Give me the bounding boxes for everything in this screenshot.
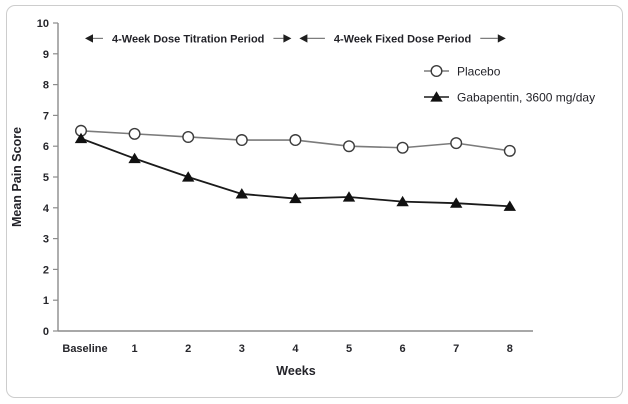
y-tick-label: 7 — [43, 110, 49, 122]
y-tick-label: 5 — [43, 172, 49, 184]
legend-gabapentin-marker-icon — [430, 91, 443, 102]
gabapentin-marker — [289, 192, 302, 204]
gabapentin-marker — [503, 200, 516, 211]
y-tick-label: 9 — [43, 49, 49, 61]
x-tick-label: Baseline — [62, 343, 107, 355]
x-tick-label: 8 — [507, 343, 513, 355]
x-tick-label: 1 — [132, 343, 138, 355]
x-tick-label: 5 — [346, 343, 352, 355]
gabapentin-marker — [450, 197, 463, 208]
left-arrowhead-icon — [85, 34, 93, 43]
placebo-marker — [289, 134, 302, 147]
x-tick-label: 4 — [292, 343, 299, 355]
y-tick-label: 6 — [43, 141, 49, 153]
legend-label: Placebo — [457, 65, 501, 79]
legend-label: Gabapentin, 3600 mg/day — [457, 91, 595, 105]
placebo-marker — [396, 141, 409, 154]
x-tick-label: 6 — [400, 343, 406, 355]
placebo-marker — [343, 140, 356, 153]
placebo-marker — [503, 144, 516, 157]
gabapentin-marker — [235, 188, 248, 199]
x-tick-label: 2 — [185, 343, 191, 355]
y-tick-label: 0 — [43, 326, 49, 338]
y-tick-label: 3 — [43, 234, 49, 246]
gabapentin-marker — [396, 195, 409, 207]
plot-area: 0 1 2 3 4 5 6 7 8 9 10 Baseline 1 2 3 4 5 6 7 8 4-Week Dose … — [37, 18, 595, 355]
gabapentin-marker — [182, 171, 195, 182]
legend-placebo-marker-icon — [430, 64, 443, 77]
x-tick-label: 7 — [453, 343, 459, 355]
y-tick-label: 8 — [43, 80, 49, 92]
left-arrowhead-icon — [299, 34, 308, 43]
right-arrowhead-icon — [283, 34, 292, 43]
y-tick-label: 1 — [43, 295, 49, 307]
x-tick-label: 3 — [239, 343, 245, 355]
gabapentin-marker — [74, 132, 88, 144]
x-axis-title: Weeks — [276, 364, 315, 378]
y-tick-label: 4 — [43, 203, 50, 215]
y-tick-label: 2 — [43, 264, 49, 276]
placebo-marker — [450, 137, 463, 150]
period-annotation-label: 4-Week Fixed Dose Period — [334, 33, 471, 45]
gabapentin-marker — [128, 152, 141, 164]
y-tick-label: 10 — [37, 18, 49, 30]
y-axis-title: Mean Pain Score — [10, 127, 24, 227]
right-arrowhead-icon — [497, 34, 506, 43]
placebo-marker — [182, 130, 195, 143]
placebo-marker — [235, 134, 248, 147]
placebo-marker — [128, 127, 141, 140]
gabapentin-marker — [342, 191, 356, 202]
period-annotation-label: 4-Week Dose Titration Period — [112, 33, 264, 45]
